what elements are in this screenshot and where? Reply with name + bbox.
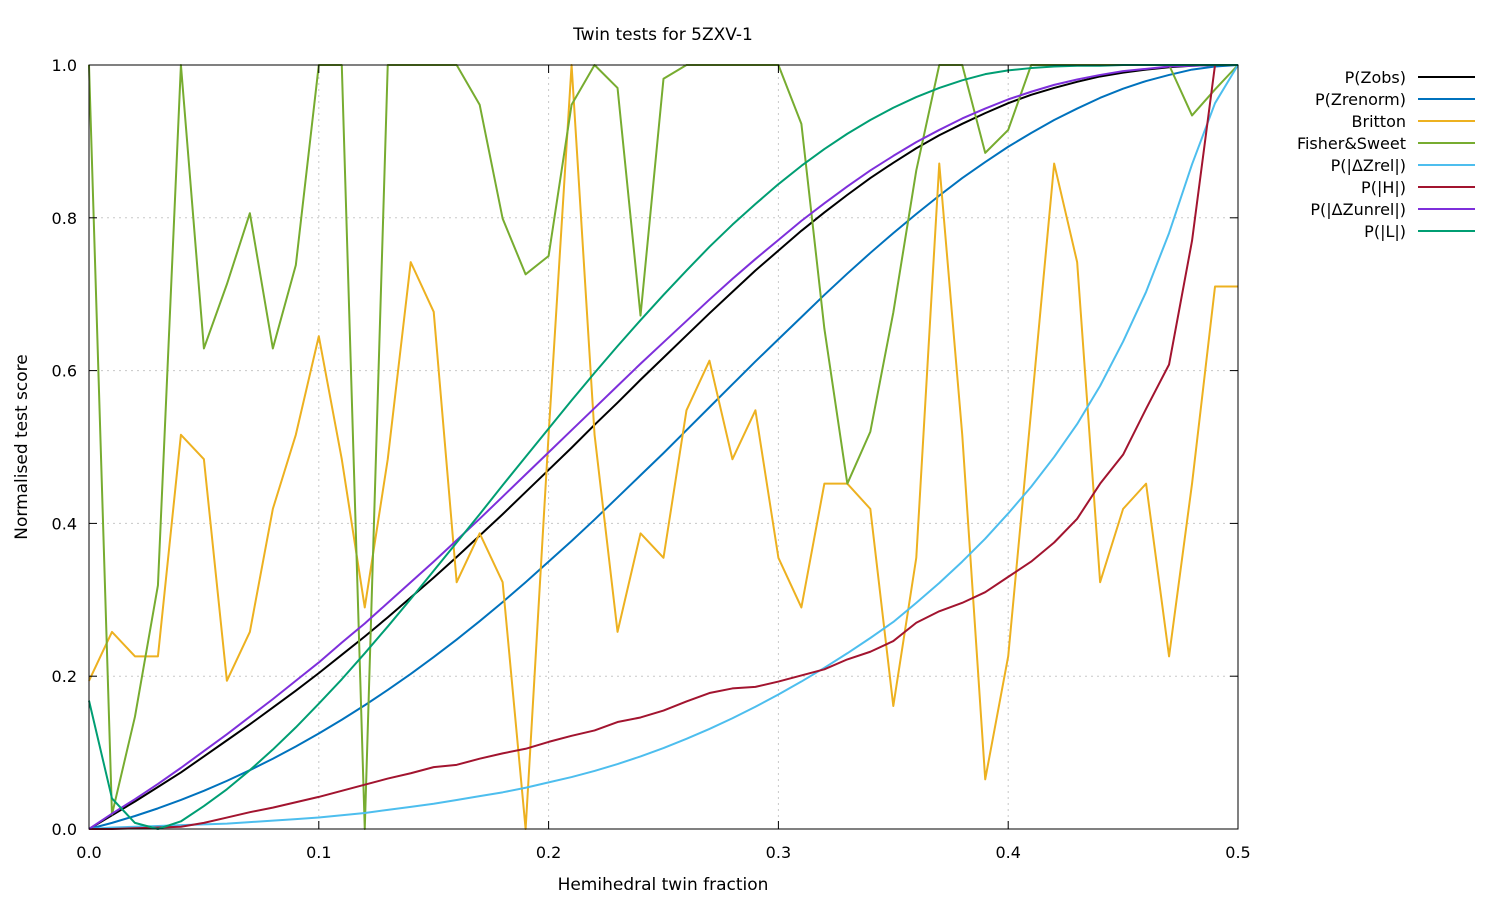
- x-tick-label: 0.2: [536, 843, 561, 862]
- legend-label: P(Zobs): [1345, 68, 1406, 87]
- legend-label: P(|ΔZunrel|): [1310, 200, 1406, 219]
- x-tick-label: 0.1: [306, 843, 331, 862]
- series-line-p-zrel: [88, 64, 1239, 830]
- y-tick-label: 1.0: [52, 56, 77, 75]
- series-line-p-zrenorm: [88, 64, 1239, 830]
- series-line-britton: [88, 64, 1238, 830]
- legend-label: Fisher&Sweet: [1297, 134, 1406, 153]
- y-tick-label: 0.6: [52, 362, 77, 381]
- legend-label: P(|L|): [1364, 222, 1406, 241]
- y-tick-label: 0.2: [52, 667, 77, 686]
- legend-label: Britton: [1352, 112, 1406, 131]
- chart-title: Twin tests for 5ZXV-1: [572, 25, 753, 45]
- series-line-p-zunrel: [88, 64, 1238, 830]
- y-tick-label: 0.0: [52, 820, 77, 839]
- x-axis-label: Hemihedral twin fraction: [558, 875, 769, 895]
- legend-label: P(|H|): [1361, 178, 1406, 197]
- axis-ticks: 0.0 0.2 0.4 0.6 0.8 1.0 0.0 0.1 0.2 0.3 0.4 0.5: [52, 56, 1251, 862]
- series-line-p-zobs: [88, 64, 1238, 830]
- x-tick-label: 0.3: [766, 843, 791, 862]
- legend-label: P(Zrenorm): [1315, 90, 1406, 109]
- y-tick-label: 0.4: [52, 514, 77, 533]
- grid: [89, 65, 1238, 829]
- x-tick-label: 0.0: [76, 843, 101, 862]
- legend: P(Zobs) P(Zrenorm) Britton Fisher&Sweet P(|Δ…: [1297, 68, 1475, 241]
- plot-frame: [88, 64, 1239, 830]
- series-line-p-h: [89, 64, 1238, 830]
- x-tick-label: 0.5: [1225, 843, 1250, 862]
- series-line-fisher-sweet: [88, 64, 1239, 830]
- legend-label: P(|ΔZrel|): [1331, 156, 1406, 175]
- series-layer: [88, 64, 1239, 830]
- x-tick-label: 0.4: [995, 843, 1020, 862]
- y-axis-label: Normalised test score: [12, 354, 32, 539]
- y-tick-label: 0.8: [52, 209, 77, 228]
- series-line-p-l: [88, 64, 1238, 830]
